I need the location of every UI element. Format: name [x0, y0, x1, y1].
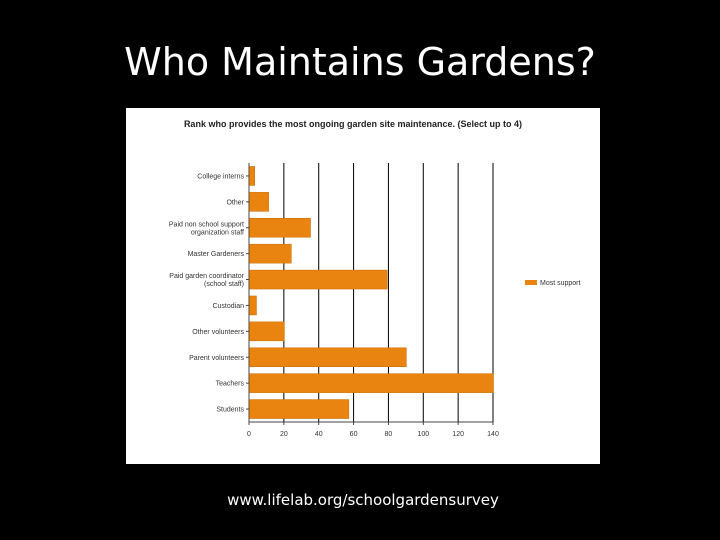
slide-title: Who Maintains Gardens?: [124, 40, 596, 84]
bar: [249, 347, 407, 367]
bar: [249, 373, 494, 393]
legend-label: Most support: [540, 280, 581, 287]
x-tick-label: 60: [350, 431, 358, 438]
y-category-label: Master Gardeners: [188, 251, 245, 258]
y-category-label: Other volunteers: [192, 329, 244, 336]
x-tick-label: 20: [280, 431, 288, 438]
bar: [249, 269, 388, 290]
bar: [249, 192, 269, 212]
bar: [249, 218, 311, 238]
bar-chart: 0 20 40 60 80 100 120 140 College interns Other Pa…: [169, 163, 581, 438]
y-category-label: Paid non school support organization staf…: [169, 221, 244, 236]
legend-swatch: [525, 280, 537, 285]
bar: [249, 166, 255, 186]
chart-panel: 0 20 40 60 80 100 120 140 College interns Other Pa…: [126, 108, 600, 464]
footer-url: www.lifelab.org/schoolgardensurvey: [227, 491, 499, 509]
y-category-label: Teachers: [216, 381, 245, 388]
bar: [249, 399, 350, 419]
x-tick-label: 100: [417, 431, 429, 438]
y-category-label: Custodian: [212, 303, 244, 310]
y-category-label: Parent volunteers: [189, 355, 244, 362]
bar: [249, 321, 285, 342]
y-category-label: Other: [226, 199, 244, 206]
bar: [249, 243, 292, 264]
x-tick-label: 40: [315, 431, 323, 438]
x-tick-label: 140: [487, 431, 499, 438]
chart-title: Rank who provides the most ongoing garde…: [183, 119, 522, 129]
x-tick-label: 80: [385, 431, 393, 438]
x-tick-label: 120: [452, 431, 464, 438]
y-category-label: Students: [216, 407, 244, 414]
y-category-label: College interns: [197, 173, 244, 180]
bar: [249, 295, 257, 316]
y-category-label: Paid garden coordinator (school staff): [169, 273, 244, 288]
x-tick-label: 0: [247, 431, 251, 438]
